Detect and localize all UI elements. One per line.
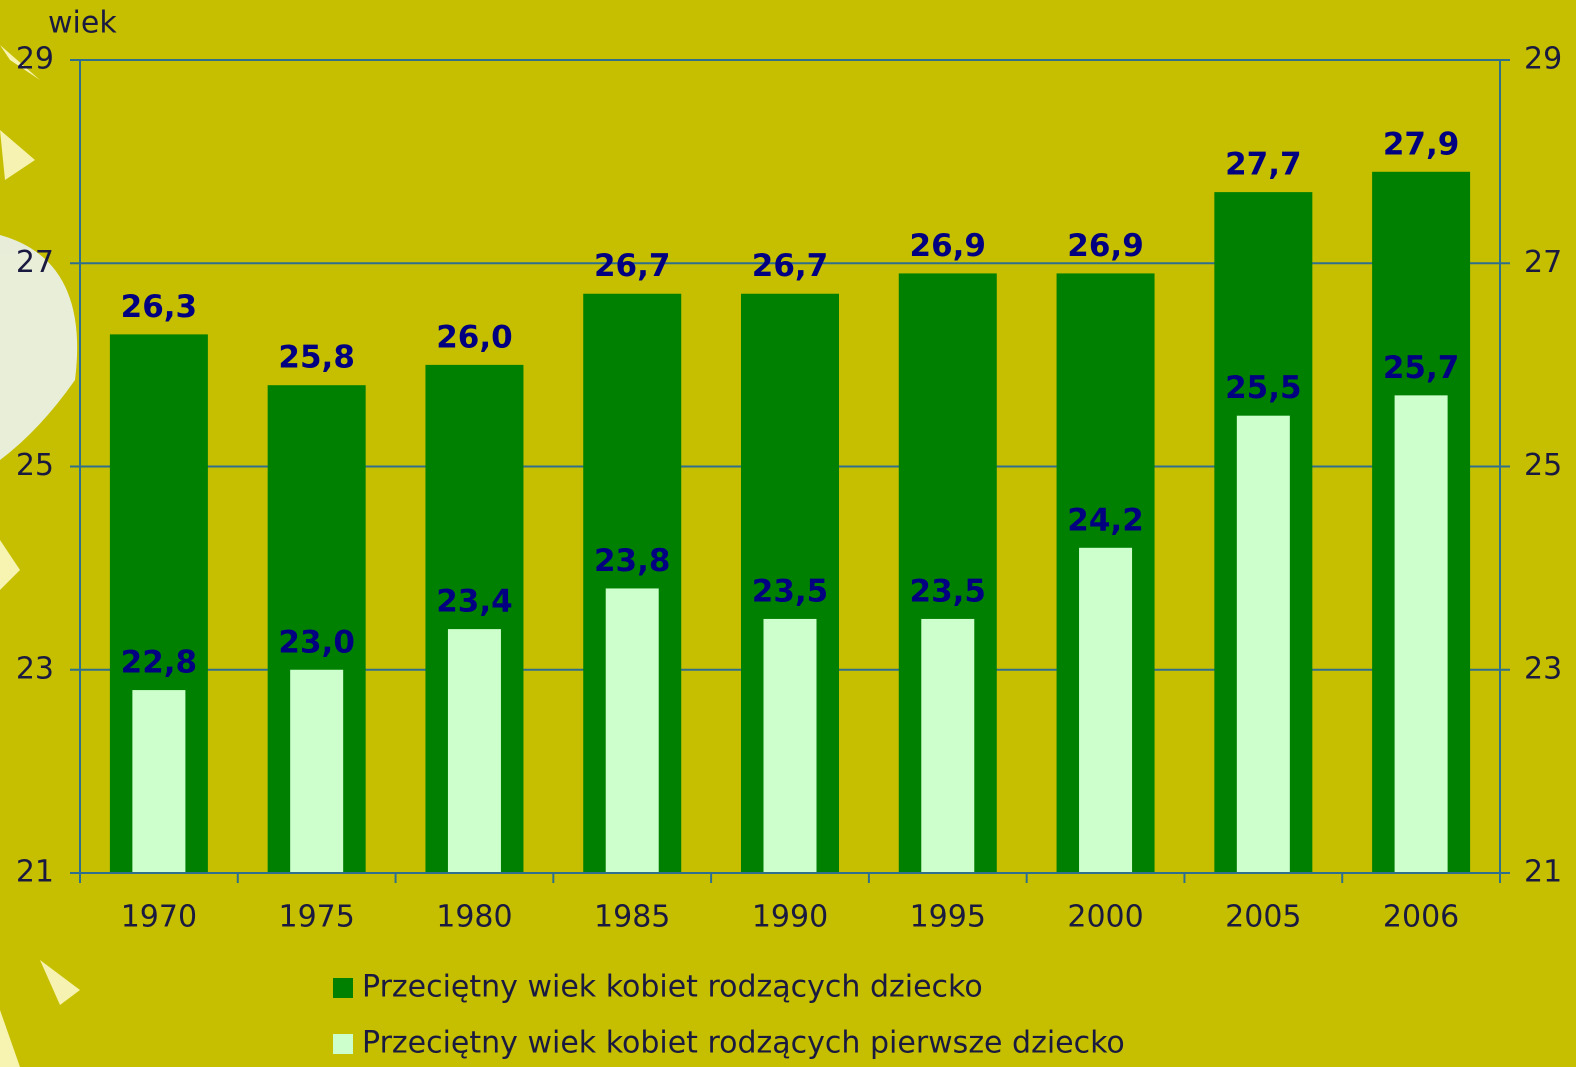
page: {"chart_data": {"type": "bar", "y_label"… — [0, 0, 1576, 1067]
y-tick-label: 27 — [16, 245, 54, 280]
x-tick-label: 1995 — [910, 900, 986, 935]
y2-tick-label: 29 — [1524, 42, 1562, 77]
value-label: 23,5 — [752, 573, 829, 609]
value-label: 26,0 — [436, 319, 513, 355]
legend-swatch — [333, 978, 353, 998]
bar — [290, 670, 343, 873]
bar — [1395, 395, 1448, 873]
x-tick-label: 1980 — [436, 900, 512, 935]
value-label: 26,3 — [121, 289, 198, 325]
bar — [606, 588, 659, 873]
bar — [132, 690, 185, 873]
legend-label: Przeciętny wiek kobiet rodzących dziecko — [362, 970, 983, 1005]
x-tick-label: 2006 — [1383, 900, 1459, 935]
x-tick-label: 1970 — [121, 900, 197, 935]
y-tick-label: 29 — [16, 42, 54, 77]
x-tick-label: 2000 — [1067, 900, 1143, 935]
value-label: 25,7 — [1383, 350, 1460, 386]
y2-tick-label: 21 — [1524, 855, 1562, 890]
bar — [921, 619, 974, 873]
x-tick-label: 1975 — [278, 900, 354, 935]
value-label: 27,7 — [1225, 147, 1302, 183]
value-label: 26,7 — [752, 248, 829, 284]
value-label: 26,9 — [910, 228, 987, 264]
y2-tick-label: 27 — [1524, 245, 1562, 280]
value-label: 23,5 — [910, 573, 987, 609]
x-tick-label: 1985 — [594, 900, 670, 935]
value-label: 23,0 — [278, 624, 355, 660]
y-tick-label: 25 — [16, 448, 54, 483]
value-label: 24,2 — [1067, 502, 1144, 538]
value-label: 25,8 — [278, 340, 355, 376]
value-label: 22,8 — [121, 645, 198, 681]
value-label: 27,9 — [1383, 126, 1460, 162]
value-label: 26,7 — [594, 248, 671, 284]
legend-label: Przeciętny wiek kobiet rodzących pierwsz… — [362, 1026, 1125, 1061]
y2-tick-label: 25 — [1524, 448, 1562, 483]
x-tick-label: 1990 — [752, 900, 828, 935]
value-label: 23,4 — [436, 584, 513, 620]
decoration — [0, 45, 80, 1067]
value-label: 26,9 — [1067, 228, 1144, 264]
value-label: 25,5 — [1225, 370, 1302, 406]
bar — [1237, 416, 1290, 873]
bar — [448, 629, 501, 873]
bar — [764, 619, 817, 873]
x-tick-label: 2005 — [1225, 900, 1301, 935]
y-tick-label: 21 — [16, 855, 54, 890]
y2-tick-label: 23 — [1524, 651, 1562, 686]
y-tick-label: 23 — [16, 651, 54, 686]
bar — [1079, 548, 1132, 873]
legend-swatch — [333, 1034, 353, 1054]
y-axis-label: wiek — [48, 6, 117, 41]
value-label: 23,8 — [594, 543, 671, 579]
chart: wiek 21 23 25 27 29 21 23 25 27 29 26,3 25,8 26,0 26,… — [0, 0, 1576, 1067]
